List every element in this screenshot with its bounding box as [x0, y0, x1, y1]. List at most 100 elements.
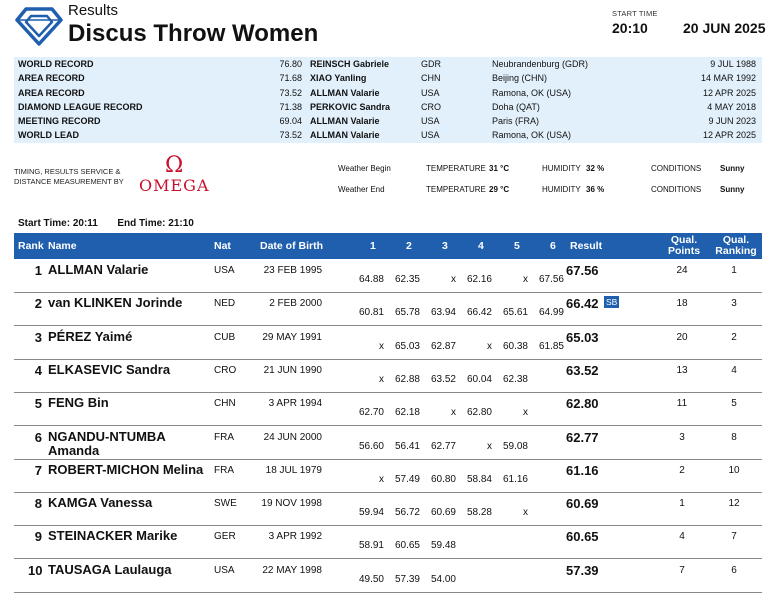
record-venue: Paris (FRA) — [492, 116, 539, 127]
athlete-dob: 21 JUN 1990 — [263, 364, 322, 376]
humidity-label: HUMIDITY — [542, 185, 581, 194]
record-mark: 73.52 — [279, 130, 302, 141]
qualification-points: 7 — [679, 564, 685, 576]
athlete-nat: SWE — [214, 498, 237, 510]
attempt-5: x — [523, 274, 528, 285]
header-attempt-3: 3 — [442, 240, 448, 252]
record-name: WORLD LEAD — [18, 130, 79, 141]
athlete-nat: GER — [214, 531, 236, 543]
athlete-rank: 7 — [34, 462, 42, 478]
attempt-2: 57.39 — [394, 573, 420, 585]
table-row: 5 FENG Bin CHN 3 APR 1994 62.70 62.18 x 62.80 x 6… — [14, 393, 762, 427]
humidity-value: 36 % — [586, 185, 605, 194]
end-time-label: End Time: — [117, 218, 166, 229]
header-attempt-4: 4 — [478, 240, 484, 252]
athlete-nat: CRO — [214, 364, 237, 376]
athlete-result: 62.80 — [566, 396, 599, 412]
header-rank: Rank — [18, 240, 44, 252]
record-name: MEETING RECORD — [18, 116, 101, 127]
attempt-5: 60.38 — [502, 340, 528, 352]
qualification-points: 1 — [679, 498, 685, 510]
temperature-label: TEMPERATURE — [426, 185, 486, 194]
record-mark: 76.80 — [279, 59, 302, 69]
table-row: 7 ROBERT-MICHON Melina FRA 18 JUL 1979 x 57.4… — [14, 460, 762, 493]
athlete-nat: NED — [214, 298, 236, 310]
athlete-nat: FRA — [214, 464, 234, 476]
header-qual-points: Qual. Points — [664, 235, 704, 257]
record-date: 9 JUL 1988 — [710, 59, 756, 69]
season-best-badge: SB — [604, 296, 620, 309]
attempt-2: 62.35 — [394, 274, 420, 285]
header-dob: Date of Birth — [260, 240, 323, 252]
record-name: AREA RECORD — [18, 87, 85, 98]
record-venue: Ramona, OK (USA) — [492, 130, 572, 141]
attempt-3: 62.77 — [430, 440, 456, 452]
attempt-4: x — [487, 440, 492, 452]
header-qual-points-line2: Points — [667, 245, 701, 257]
record-nat: USA — [421, 87, 440, 98]
attempt-1: 49.50 — [358, 573, 384, 585]
athlete-result: 60.69 — [566, 496, 599, 512]
attempt-2: 65.03 — [394, 340, 420, 352]
athlete-result: 60.65 — [566, 529, 599, 545]
attempt-2: 60.65 — [394, 540, 420, 552]
athlete-dob: 23 FEB 1995 — [263, 265, 322, 276]
record-row: AREA RECORD 73.52 ALLMAN Valarie USA Ram… — [14, 86, 762, 100]
start-time-label: START TIME — [612, 9, 658, 18]
conditions-label: CONDITIONS — [651, 164, 702, 173]
athlete-name: van KLINKEN Jorinde — [48, 295, 183, 311]
athlete-result: 63.52 — [566, 362, 599, 378]
attempt-2: 65.78 — [394, 307, 420, 319]
record-date: 14 MAR 1992 — [700, 73, 756, 84]
attempt-3: x — [451, 407, 456, 419]
athlete-result: 62.77 — [566, 429, 599, 445]
athlete-name: ELKASEVIC Sandra — [48, 361, 171, 377]
attempt-1: 58.91 — [358, 540, 384, 552]
weather-begin: Weather Begin TEMPERATURE 31 °C HUMIDITY… — [0, 164, 770, 176]
end-time-value: 21:10 — [168, 218, 194, 229]
table-row: 2 van KLINKEN Jorinde NED 2 FEB 2000 60.81 65… — [14, 293, 762, 327]
record-athlete: ALLMAN Valarie — [310, 130, 380, 141]
attempt-1: 64.88 — [358, 274, 384, 285]
attempt-4: 60.04 — [466, 373, 492, 385]
table-row: 10 TAUSAGA Laulauga USA 22 MAY 1998 49.50 57.… — [14, 560, 762, 593]
record-row: MEETING RECORD 69.04 ALLMAN Valarie USA … — [14, 114, 762, 128]
qualification-points: 18 — [676, 298, 688, 310]
record-name: AREA RECORD — [18, 73, 85, 84]
table-row: 8 KAMGA Vanessa SWE 19 NOV 1998 59.94 56.72 60… — [14, 493, 762, 527]
athlete-nat: CHN — [214, 398, 236, 410]
record-athlete: XIAO Yanling — [310, 73, 367, 84]
athlete-dob: 29 MAY 1991 — [262, 331, 322, 343]
athlete-dob: 24 JUN 2000 — [263, 431, 322, 443]
athlete-rank: 8 — [34, 496, 42, 512]
attempt-2: 62.18 — [394, 407, 420, 419]
results-header: Results Discus Throw Women START TIME 20… — [0, 0, 770, 56]
athlete-dob: 19 NOV 1998 — [261, 498, 322, 510]
athlete-result: 57.39 — [566, 562, 599, 578]
weather-label: Weather End — [338, 185, 385, 194]
attempt-3: 59.48 — [430, 540, 456, 552]
athlete-rank: 2 — [34, 296, 42, 312]
humidity-label: HUMIDITY — [542, 164, 581, 173]
athlete-dob: 2 FEB 2000 — [269, 298, 322, 310]
athlete-result: 65.03 — [566, 329, 599, 345]
header-attempt-1: 1 — [370, 240, 376, 252]
humidity-value: 32 % — [586, 164, 605, 173]
event-title: Discus Throw Women — [68, 20, 319, 47]
record-venue: Doha (QAT) — [492, 101, 540, 112]
attempt-3: 63.94 — [430, 307, 456, 319]
record-athlete: REINSCH Gabriele — [310, 59, 390, 69]
table-row: 1 ALLMAN Valarie USA 23 FEB 1995 64.88 62.35 x… — [14, 260, 762, 293]
record-date: 9 JUN 2023 — [708, 116, 756, 127]
temperature-value: 29 °C — [489, 185, 510, 194]
athlete-nat: USA — [214, 564, 235, 576]
record-athlete: ALLMAN Valarie — [310, 116, 380, 127]
header-nat: Nat — [214, 240, 231, 252]
header-result: Result — [570, 240, 603, 252]
attempt-4: 58.84 — [466, 473, 492, 485]
qualification-ranking: 5 — [731, 398, 737, 410]
table-row: 6 NGANDU-NTUMBA Amanda FRA 24 JUN 2000 56.60… — [14, 427, 762, 460]
weather-end: Weather End TEMPERATURE 29 °C HUMIDITY 3… — [0, 185, 770, 197]
weather-label: Weather Begin — [338, 164, 391, 173]
record-row: DIAMOND LEAGUE RECORD 71.38 PERKOVIC San… — [14, 100, 762, 114]
